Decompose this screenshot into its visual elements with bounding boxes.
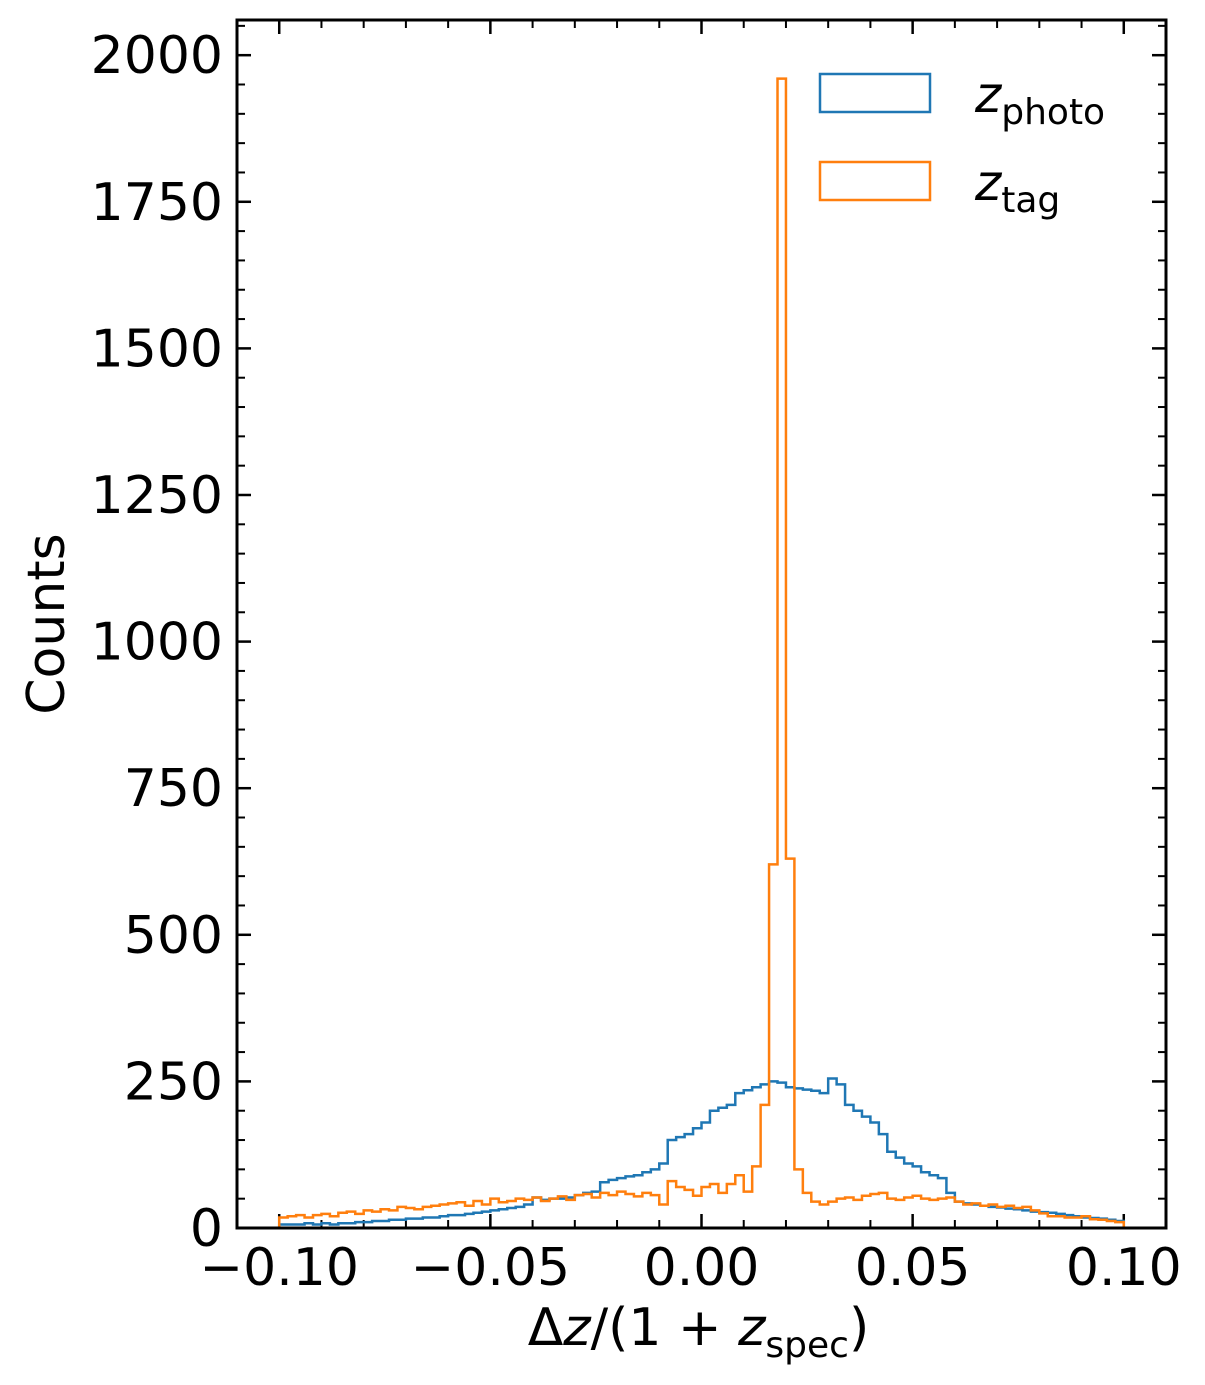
legend-swatch-z-tag bbox=[818, 160, 932, 202]
y-tick-label: 1250 bbox=[91, 466, 223, 526]
y-axis-label: Counts bbox=[17, 533, 77, 715]
plot-frame bbox=[235, 18, 1168, 1230]
y-tick-label: 0 bbox=[190, 1199, 223, 1259]
histogram-series-z-photo bbox=[277, 1077, 1126, 1228]
y-tick-label: 750 bbox=[124, 759, 223, 819]
x-label-suffix: ) bbox=[849, 1298, 869, 1358]
y-tick-label: 500 bbox=[124, 906, 223, 966]
tick-labels: −0.10 −0.05 0.00 0.05 0.10 0 250 500 750 1000 1250… bbox=[91, 26, 1182, 1298]
x-label-var2: z bbox=[737, 1298, 767, 1358]
legend: zphoto ztag bbox=[818, 66, 1105, 221]
x-tick-label: 0.05 bbox=[855, 1238, 971, 1298]
y-tick-label: 1750 bbox=[91, 173, 223, 233]
x-label-sub: spec bbox=[765, 1325, 849, 1366]
x-label-delta: Δ bbox=[528, 1298, 564, 1358]
legend-label-z-tag: ztag bbox=[974, 154, 1060, 221]
x-tick-label: −0.05 bbox=[411, 1238, 570, 1298]
y-tick-label: 1500 bbox=[91, 319, 223, 379]
x-label-mid: /(1 + bbox=[591, 1298, 739, 1358]
histogram-series-z-tag bbox=[277, 77, 1126, 1228]
legend-label-z-photo: zphoto bbox=[974, 66, 1105, 133]
x-label-var: z bbox=[562, 1298, 592, 1358]
legend-swatch-z-photo bbox=[818, 72, 932, 114]
y-tick-label: 2000 bbox=[91, 26, 223, 86]
x-tick-label: −0.10 bbox=[200, 1238, 359, 1298]
y-tick-label: 250 bbox=[124, 1052, 223, 1112]
x-axis-label: Δz/(1 + zspec) bbox=[528, 1298, 870, 1366]
x-tick-label: 0.10 bbox=[1066, 1238, 1182, 1298]
x-tick-label: 0.00 bbox=[644, 1238, 760, 1298]
series-layer bbox=[277, 77, 1126, 1228]
y-tick-label: 1000 bbox=[91, 613, 223, 673]
